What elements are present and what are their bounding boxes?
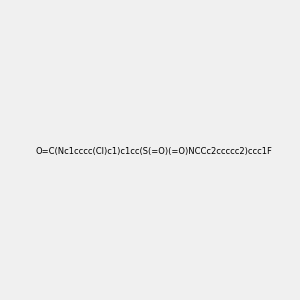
Text: O=C(Nc1cccc(Cl)c1)c1cc(S(=O)(=O)NCCc2ccccc2)ccc1F: O=C(Nc1cccc(Cl)c1)c1cc(S(=O)(=O)NCCc2ccc… — [35, 147, 272, 156]
